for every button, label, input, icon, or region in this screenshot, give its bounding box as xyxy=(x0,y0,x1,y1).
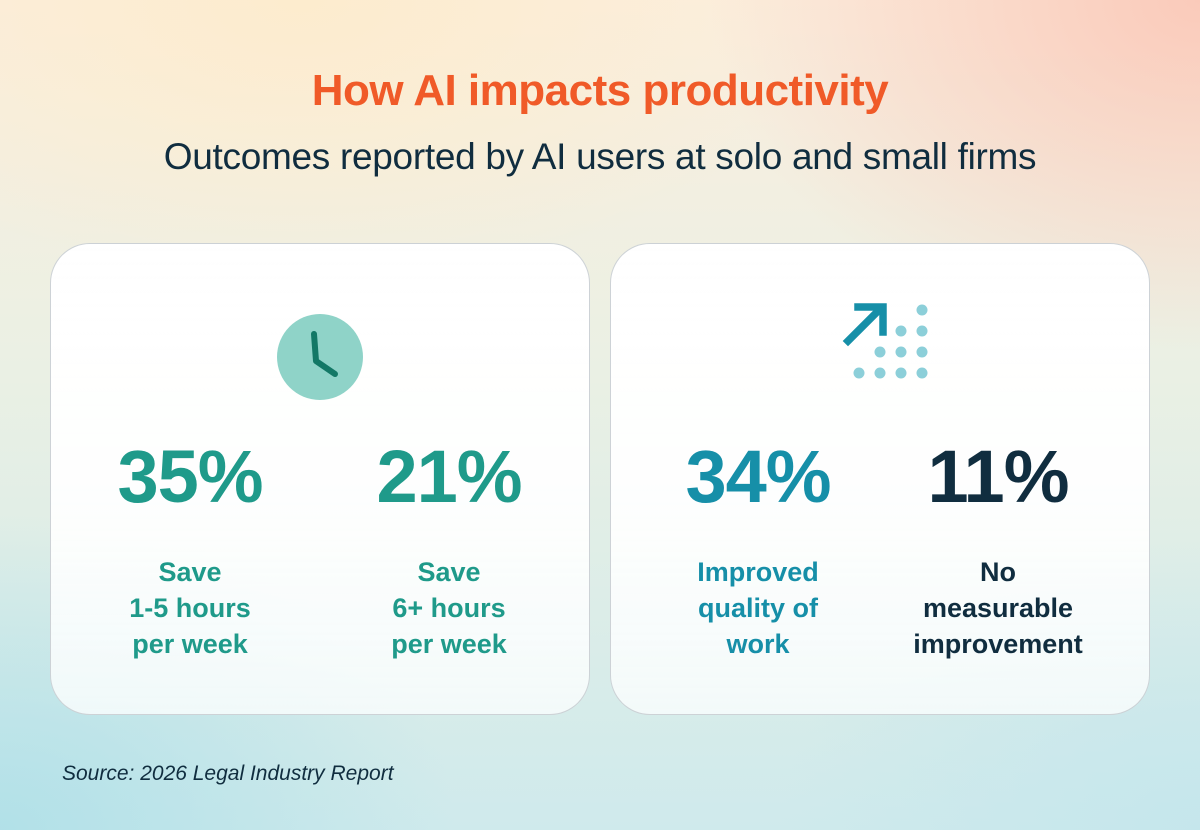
stat-label-line: 6+ hours xyxy=(392,593,506,623)
stat-label-line: quality of xyxy=(698,593,818,623)
stat-label: No measurable improvement xyxy=(863,554,1133,662)
stat-label-line: Save xyxy=(417,557,481,587)
stat-percent: 11% xyxy=(927,435,1069,518)
page-subtitle: Outcomes reported by AI users at solo an… xyxy=(163,136,1037,177)
source-note: Source: 2026 Legal Industry Report xyxy=(62,762,394,785)
stat-label-line: work xyxy=(726,629,790,659)
clock-icon xyxy=(277,314,363,400)
quality-card: 34% Improved quality of work 11% No meas… xyxy=(610,243,1150,715)
stat-percent: 34% xyxy=(685,435,831,518)
stat-label-line: Improved xyxy=(697,557,819,587)
stat-label-line: Save xyxy=(158,557,222,587)
stat-label: Save 6+ hours per week xyxy=(314,554,584,662)
stat-percent: 21% xyxy=(376,435,522,518)
stat-no-improvement: 11% No measurable improvement xyxy=(863,244,1133,716)
time-savings-card: 35% Save 1-5 hours per week 21% Save 6+ … xyxy=(50,243,590,715)
stat-label-line: per week xyxy=(132,629,248,659)
stat-save-6-plus-hours: 21% Save 6+ hours per week xyxy=(314,244,584,716)
stat-label: Save 1-5 hours per week xyxy=(55,554,325,662)
stat-percent: 35% xyxy=(117,435,263,518)
stat-label-line: per week xyxy=(391,629,507,659)
trend-up-dots-icon xyxy=(842,303,928,379)
stat-label-line: 1-5 hours xyxy=(129,593,251,623)
stat-label: Improved quality of work xyxy=(623,554,893,662)
stat-label-line: improvement xyxy=(913,629,1083,659)
stat-label-line: No xyxy=(980,557,1016,587)
stat-label-line: measurable xyxy=(922,593,1074,623)
stat-improved-quality: 34% Improved quality of work xyxy=(623,244,893,716)
page-title: How AI impacts productivity xyxy=(311,66,889,115)
stat-save-1-5-hours: 35% Save 1-5 hours per week xyxy=(55,244,325,716)
